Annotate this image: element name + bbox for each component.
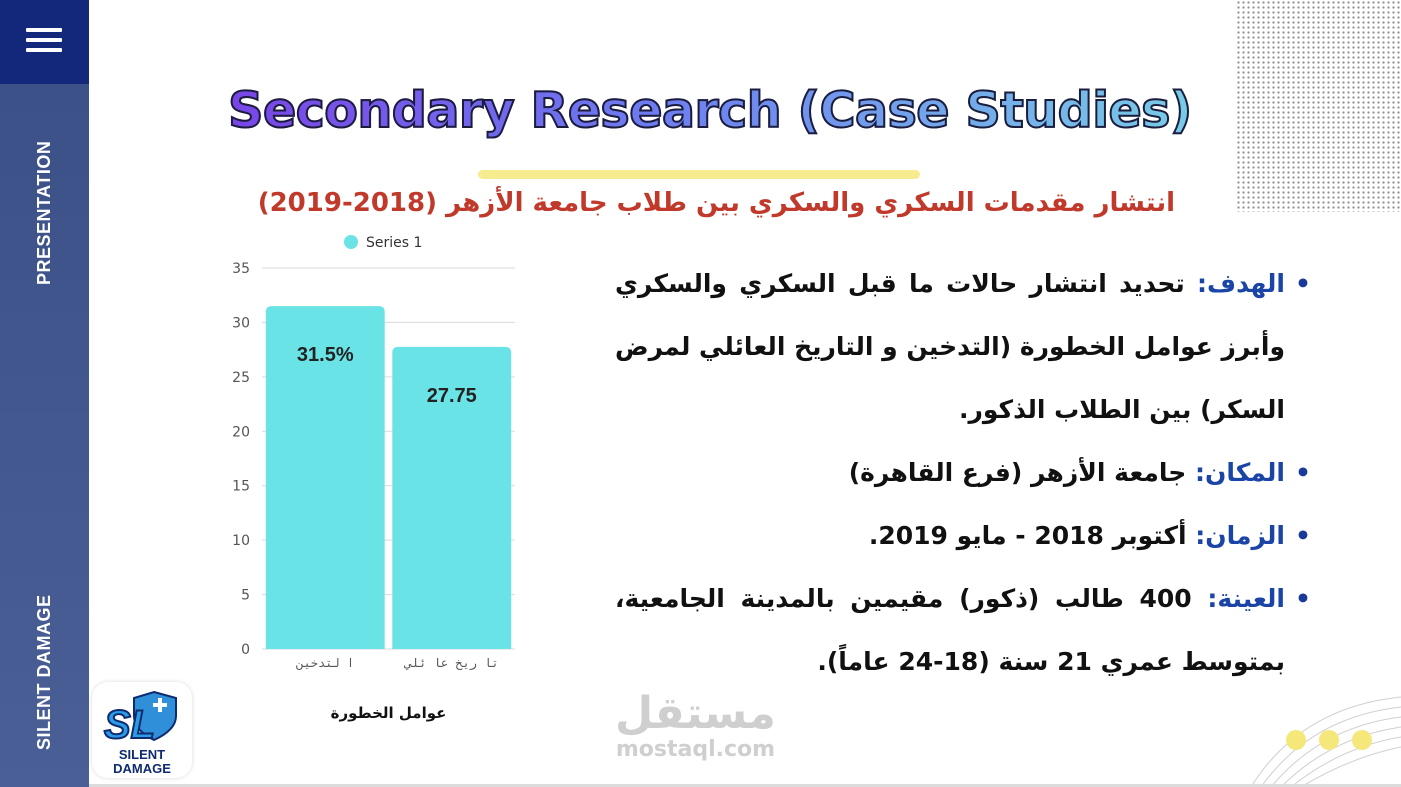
bullet-label: الهدف: xyxy=(1197,269,1285,298)
shield-icon: SL xyxy=(103,690,177,748)
world-map-decoration xyxy=(1236,0,1401,212)
y-tick-label: 5 xyxy=(241,588,250,604)
bullet-label: المكان: xyxy=(1195,458,1285,487)
silent-damage-label: SILENT DAMAGE xyxy=(34,594,54,750)
bullet-sample: العينة: 400 طالب (ذكور) مقيمين بالمدينة … xyxy=(615,567,1311,693)
silent-damage-logo: SL SILENT DAMAGE xyxy=(92,682,192,778)
logo-text-line1: SILENT xyxy=(118,747,166,762)
yellow-dot xyxy=(1319,730,1339,750)
bottom-rule xyxy=(89,784,1401,787)
yellow-dot xyxy=(1352,730,1372,750)
x-tick-label: ا لتدخين xyxy=(295,656,354,671)
title-highlight xyxy=(478,170,920,179)
legend-label: Series 1 xyxy=(366,235,422,251)
bullet-text: جامعة الأزهر (فرع القاهرة) xyxy=(848,458,1196,487)
bullet-list: الهدف: تحديد انتشار حالات ما قبل السكري … xyxy=(615,252,1311,693)
mostaql-watermark: مستقل mostaql.com xyxy=(615,690,776,762)
bullet-goal: الهدف: تحديد انتشار حالات ما قبل السكري … xyxy=(615,252,1311,441)
bullet-label: العينة: xyxy=(1207,584,1285,613)
y-tick-label: 20 xyxy=(232,424,250,440)
bullet-text: أكتوبر 2018 - مايو 2019. xyxy=(868,521,1196,550)
x-tick-label: تا ريخ عا ئلي xyxy=(404,656,499,671)
watermark-url: mostaql.com xyxy=(615,737,776,762)
bar-chart: 0 5 10 15 20 25 30 35 Series 1 31.5% ا لتدخين 27.75… xyxy=(232,235,515,722)
bullet-text: تحديد انتشار حالات ما قبل السكري والسكري… xyxy=(615,269,1285,424)
slide-subtitle: انتشار مقدمات السكري والسكري بين طلاب جا… xyxy=(257,188,1175,218)
bar xyxy=(392,346,512,649)
yellow-dot xyxy=(1286,730,1306,750)
logo-text-line2: DAMAGE xyxy=(113,761,171,776)
bullet-place: المكان: جامعة الأزهر (فرع القاهرة) xyxy=(615,441,1311,504)
sidebar: PRESENTATION SILENT DAMAGE xyxy=(0,0,89,787)
bullet-text: 400 طالب (ذكور) مقيمين بالمدينة الجامعية… xyxy=(615,584,1285,676)
swirl-decoration xyxy=(1250,696,1401,787)
legend-swatch xyxy=(344,235,358,249)
data-label: 31.5% xyxy=(297,344,354,366)
y-tick-label: 35 xyxy=(232,261,250,277)
y-tick-label: 10 xyxy=(232,533,250,549)
hamburger-menu-icon[interactable] xyxy=(26,28,62,54)
watermark-arabic: مستقل xyxy=(615,688,776,739)
presentation-label: PRESENTATION xyxy=(34,140,54,285)
bullet-time: الزمان: أكتوبر 2018 - مايو 2019. xyxy=(615,504,1311,567)
slide-title: Secondary Research (Case Studies) xyxy=(180,81,1240,140)
y-tick-label: 15 xyxy=(232,479,250,495)
logo-mark: SL xyxy=(104,703,155,747)
bullet-label: الزمان: xyxy=(1195,521,1285,550)
y-tick-label: 25 xyxy=(232,370,250,386)
data-label: 27.75 xyxy=(427,385,477,407)
sidebar-header xyxy=(0,0,89,84)
y-tick-label: 30 xyxy=(232,315,250,331)
bar xyxy=(265,306,385,649)
y-tick-label: 0 xyxy=(241,642,250,658)
x-axis-title: عوامل الخطورة xyxy=(331,704,447,722)
